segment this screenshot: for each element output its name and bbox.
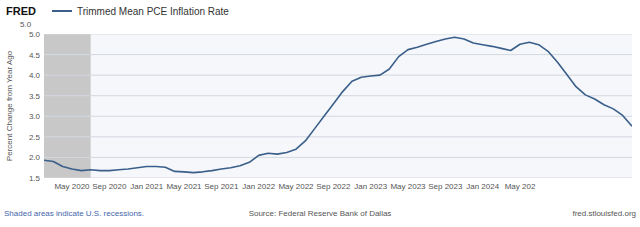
grid-line <box>44 54 632 55</box>
y-axis-label: Percent Change from Year Ago <box>5 50 14 161</box>
y-tick-label: 5.0 <box>29 30 41 39</box>
recession-shading <box>44 34 91 178</box>
brand-label: FRED <box>6 5 36 17</box>
x-tick-label: Jan 2022 <box>242 182 275 191</box>
x-tick-label: Sep 2023 <box>428 182 463 191</box>
axis-top-label: 5.0 <box>20 20 32 29</box>
x-tick-label: May 2022 <box>278 182 314 191</box>
grid-line <box>44 136 632 137</box>
x-tick-label: May 2021 <box>166 182 202 191</box>
recession-note: Shaded areas indicate U.S. recessions. <box>4 209 144 218</box>
site-note: fred.stlouisfed.org <box>572 209 636 218</box>
series-line <box>44 37 632 172</box>
x-tick-label: Sep 2022 <box>316 182 351 191</box>
y-tick-label: 3.0 <box>29 112 41 121</box>
x-tick-label: May 2020 <box>54 182 90 191</box>
x-tick-label: May 202 <box>505 182 536 191</box>
y-tick-label: 4.5 <box>29 51 41 60</box>
grid-line <box>44 75 632 76</box>
x-tick-label: Jan 2024 <box>466 182 499 191</box>
chart: 1.5 2.0 2.5 3.0 3.5 4.0 4.5 5.0 May 2020Sep 2020… <box>0 0 640 227</box>
y-tick-label: 2.0 <box>29 153 41 162</box>
grid-line <box>44 178 632 179</box>
grid-line <box>44 157 632 158</box>
source-note: Source: Federal Reserve Bank of Dallas <box>249 209 392 218</box>
x-tick-label: Sep 2021 <box>204 182 239 191</box>
legend-swatch <box>52 10 72 12</box>
grid-line <box>44 116 632 117</box>
y-tick-label: 4.0 <box>29 71 41 80</box>
plot-marks <box>44 34 632 178</box>
x-tick-label: May 2023 <box>390 182 426 191</box>
plot-area <box>44 34 632 178</box>
grid-line <box>44 95 632 96</box>
x-tick-label: Jan 2021 <box>130 182 163 191</box>
y-tick-label: 2.5 <box>29 133 41 142</box>
x-tick-label: Sep 2020 <box>92 182 127 191</box>
y-tick-label: 3.5 <box>29 92 41 101</box>
x-tick-label: Jan 2023 <box>354 182 387 191</box>
grid-line <box>44 34 632 35</box>
legend-entry: Trimmed Mean PCE Inflation Rate <box>77 6 229 17</box>
y-tick-label: 1.5 <box>29 174 41 183</box>
